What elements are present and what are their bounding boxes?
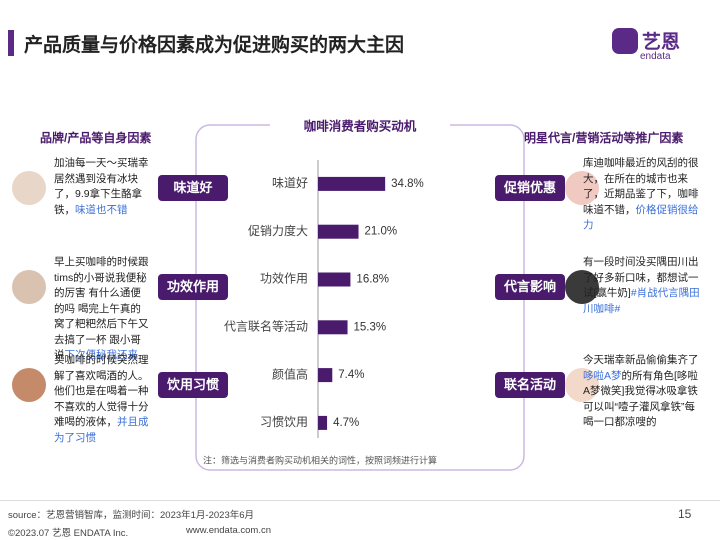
quote-text: 的所有角色[哆啦A梦微笑]我觉得冰吸拿铁可以叫“噎子灌风拿铁”每喝一口都凉嗖的 — [583, 369, 698, 429]
website: www.endata.com.cn — [186, 525, 272, 536]
bar — [318, 415, 328, 430]
title-accent — [8, 30, 14, 56]
quote: 早上买咖啡的时候跟tims的小哥说我便秘的厉害 有什么通便的吗 喝完上午真的窝了… — [54, 255, 150, 364]
right-heading: 明星代言/营销活动等推广因素 — [524, 131, 684, 145]
avatar — [565, 171, 599, 205]
bar — [318, 272, 351, 287]
category-label: 颜值高 — [272, 366, 308, 381]
value-label: 15.3% — [354, 321, 387, 333]
source: source：艺恩营销智库，监测时间：2023年1月-2023年6月 — [8, 510, 255, 521]
value-label: 4.7% — [333, 417, 359, 429]
quote-text: 库迪咖啡最近的风刮的很大，在所在的城市也来了，近期品鉴了下，咖啡味道不错， — [583, 157, 699, 216]
slide-title: 产品质量与价格因素成为促进购买的两大主因 — [24, 35, 405, 56]
quote: 今天瑞幸新品偷偷集齐了哆啦A梦的所有角色[哆啦A梦微笑]我觉得冰吸拿铁可以叫“噎… — [583, 353, 701, 431]
chart-note: 注：筛选与消费者购买动机相关的词性，按照词频进行计算 — [203, 454, 437, 465]
logo-icon — [612, 28, 638, 54]
category-label: 代言联名等活动 — [224, 318, 308, 333]
value-label: 7.4% — [338, 369, 364, 381]
bar — [318, 224, 359, 239]
tag: 代言影响 — [495, 274, 565, 300]
quote: 买咖啡的时候突然理解了喜欢喝酒的人。他们也是在喝着一种不喜欢的人觉得十分难喝的液… — [54, 353, 150, 446]
page-number: 15 — [678, 507, 692, 521]
avatar — [565, 368, 599, 402]
category-label: 习惯饮用 — [260, 414, 308, 429]
copyright: ©2023.07 艺恩 ENDATA Inc. — [8, 528, 129, 539]
footer-rule — [0, 500, 720, 501]
tag: 味道好 — [158, 175, 228, 201]
avatar — [12, 368, 46, 402]
quote-text: 有一段时间没买隅田川出了好多新口味，都想试一试[赢牛奶] — [583, 256, 699, 299]
avatar — [12, 171, 46, 205]
bar — [318, 368, 333, 383]
logo-en: endata — [640, 51, 671, 62]
bar — [318, 320, 348, 335]
tag: 饮用习惯 — [158, 372, 228, 398]
title-backing — [270, 117, 450, 135]
avatar — [565, 270, 599, 304]
quote-highlight: #肖战代言隅田川咖啡# — [583, 287, 700, 315]
category-label: 促销力度大 — [248, 223, 308, 238]
quote-text: 买咖啡的时候突然理解了喜欢喝酒的人。他们也是在喝着一种不喜欢的人觉得十分难喝的液… — [54, 354, 149, 428]
tag: 促销优惠 — [495, 175, 565, 201]
tag: 功效作用 — [158, 274, 228, 300]
quote-highlight: 并且成为了习惯 — [54, 416, 149, 444]
quote-highlight: 下次便秘我还来 — [64, 349, 139, 361]
category-label: 味道好 — [272, 176, 308, 190]
value-label: 21.0% — [365, 226, 398, 238]
quote: 有一段时间没买隅田川出了好多新口味，都想试一试[赢牛奶]#肖战代言隅田川咖啡# — [583, 255, 701, 317]
bar — [318, 176, 386, 191]
chart-title: 咖啡消费者购买动机 — [304, 118, 417, 133]
avatar — [12, 270, 46, 304]
quote-highlight: 味道也不错 — [75, 203, 128, 216]
quote-text: 早上买咖啡的时候跟tims的小哥说我便秘的厉害 有什么通便的吗 喝完上午真的窝了… — [54, 256, 149, 361]
quote-text: 加油每一天～买瑞幸居然遇到没有冰块了，9.9拿下生酪拿铁， — [54, 157, 149, 216]
value-label: 16.8% — [356, 274, 389, 286]
left-heading: 品牌/产品等自身因素 — [40, 131, 152, 145]
chart-frame — [195, 124, 525, 471]
quote-highlight: 哆啦A梦 — [583, 369, 622, 382]
logo-cn: 艺恩 — [642, 32, 681, 53]
value-label: 34.8% — [391, 178, 424, 190]
tag: 联名活动 — [495, 372, 565, 398]
quote-text: 今天瑞幸新品偷偷集齐了 — [583, 354, 699, 366]
quote: 库迪咖啡最近的风刮的很大，在所在的城市也来了，近期品鉴了下，咖啡味道不错，价格促… — [583, 156, 701, 234]
quote-highlight: 价格促销很给力 — [583, 203, 699, 232]
category-label: 功效作用 — [260, 271, 308, 286]
quote: 加油每一天～买瑞幸居然遇到没有冰块了，9.9拿下生酪拿铁，味道也不错 — [54, 156, 150, 218]
